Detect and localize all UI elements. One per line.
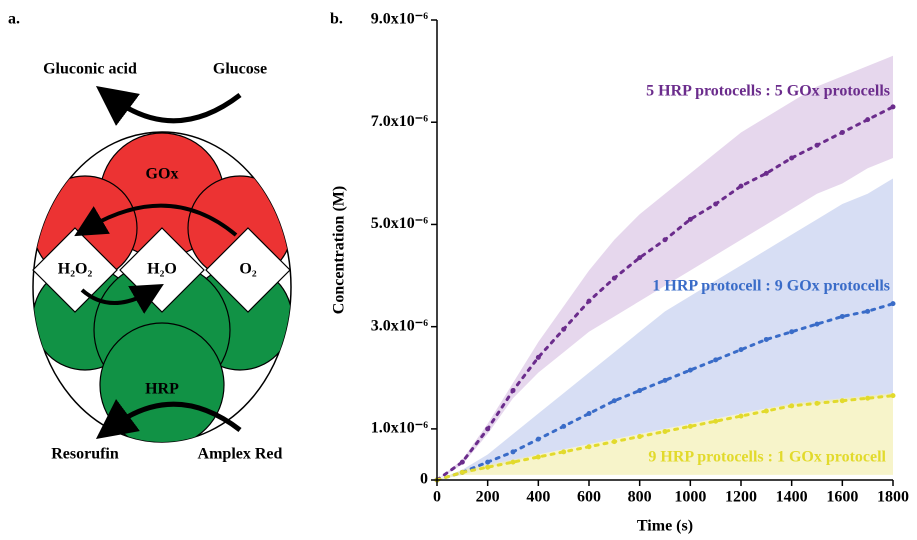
panel-label: b.	[330, 11, 343, 28]
point	[865, 117, 871, 123]
series-label: 1 HRP protocell : 9 GOx protocells	[652, 278, 890, 295]
point	[789, 329, 795, 335]
label: GOx	[146, 166, 179, 183]
point	[637, 255, 643, 261]
point	[713, 357, 719, 363]
point	[586, 444, 592, 450]
point	[789, 155, 795, 161]
x-tick-label: 0	[433, 489, 441, 506]
point	[611, 275, 617, 281]
x-tick-label: 400	[526, 489, 550, 506]
y-tick-label: 9.0x10⁻⁶	[371, 11, 428, 28]
point	[662, 377, 668, 383]
arrow	[74, 203, 238, 237]
y-tick-label: 7.0x10⁻⁶	[371, 113, 428, 130]
y-axis-label: Concentration (M)	[331, 186, 348, 314]
point	[459, 469, 465, 475]
chart: b. Time (s) Concentration (M) 5 HRP prot…	[330, 11, 909, 535]
point	[662, 237, 668, 243]
point	[561, 326, 567, 332]
y-tick-label: 1.0x10⁻⁶	[371, 420, 428, 437]
point	[865, 395, 871, 401]
point	[459, 459, 465, 465]
point	[713, 201, 719, 207]
x-axis-label: Time (s)	[637, 518, 693, 535]
point	[510, 449, 516, 455]
point	[789, 403, 795, 409]
diagram: a. Gluconic acid Glucose GOx HRP H₂O₂ H₂…	[8, 11, 292, 463]
point	[586, 411, 592, 417]
point	[611, 398, 617, 404]
label: Glucose	[213, 61, 267, 78]
point	[687, 423, 693, 429]
point	[485, 426, 491, 432]
point	[839, 129, 845, 135]
point	[814, 142, 820, 148]
band	[437, 55, 893, 481]
y-tick-label: 5.0x10⁻⁶	[371, 215, 428, 232]
series-label: 5 HRP protocells : 5 GOx protocells	[646, 83, 890, 100]
x-tick-label: 1000	[674, 489, 706, 506]
point	[637, 388, 643, 394]
series-label: 9 HRP protocells : 1 GOx protocell	[648, 449, 886, 466]
point	[561, 423, 567, 429]
point	[763, 336, 769, 342]
band	[437, 178, 893, 480]
point	[763, 170, 769, 176]
point	[687, 216, 693, 222]
arrow	[95, 86, 242, 126]
arrow	[95, 399, 242, 439]
label: HRP	[145, 381, 179, 398]
point	[637, 434, 643, 440]
x-tick-label: 800	[628, 489, 652, 506]
arrow	[80, 284, 164, 314]
point	[535, 436, 541, 442]
x-tick-label: 600	[577, 489, 601, 506]
x-tick-label: 1600	[826, 489, 858, 506]
point	[485, 459, 491, 465]
x-tick-label: 1800	[877, 489, 909, 506]
band	[437, 393, 893, 480]
point	[586, 298, 592, 304]
point	[890, 301, 896, 307]
point	[839, 313, 845, 319]
panel-label: a.	[8, 11, 20, 28]
point	[839, 398, 845, 404]
point	[687, 367, 693, 373]
point	[814, 400, 820, 406]
point	[561, 449, 567, 455]
point	[662, 428, 668, 434]
point	[738, 413, 744, 419]
point	[865, 308, 871, 314]
point	[814, 321, 820, 327]
x-tick-label: 200	[476, 489, 500, 506]
point	[763, 408, 769, 414]
label: Gluconic acid	[43, 61, 137, 78]
point	[713, 418, 719, 424]
x-tick-label: 1200	[725, 489, 757, 506]
node-label: O₂	[239, 261, 256, 278]
point	[535, 454, 541, 460]
node-label: H₂O₂	[58, 261, 93, 278]
label: Resorufin	[51, 446, 119, 463]
point	[890, 104, 896, 110]
point	[890, 393, 896, 399]
y-tick-label: 0	[420, 471, 428, 488]
point	[510, 388, 516, 394]
point	[510, 459, 516, 465]
point	[611, 439, 617, 445]
point	[485, 464, 491, 470]
y-tick-label: 3.0x10⁻⁶	[371, 317, 428, 334]
point	[738, 347, 744, 353]
point	[535, 354, 541, 360]
node-label: H₂O	[147, 261, 177, 278]
point	[738, 183, 744, 189]
label: Amplex Red	[198, 446, 283, 463]
x-tick-label: 1400	[776, 489, 808, 506]
